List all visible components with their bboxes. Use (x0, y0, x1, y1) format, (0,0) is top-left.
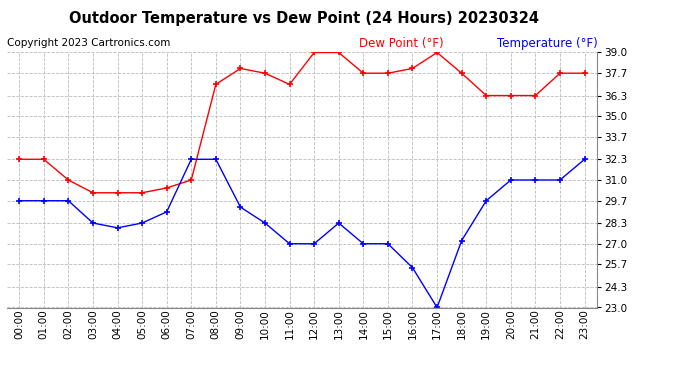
Text: Temperature (°F): Temperature (°F) (497, 38, 598, 51)
Text: Outdoor Temperature vs Dew Point (24 Hours) 20230324: Outdoor Temperature vs Dew Point (24 Hou… (68, 11, 539, 26)
Text: Copyright 2023 Cartronics.com: Copyright 2023 Cartronics.com (7, 38, 170, 48)
Text: Dew Point (°F): Dew Point (°F) (359, 38, 444, 51)
